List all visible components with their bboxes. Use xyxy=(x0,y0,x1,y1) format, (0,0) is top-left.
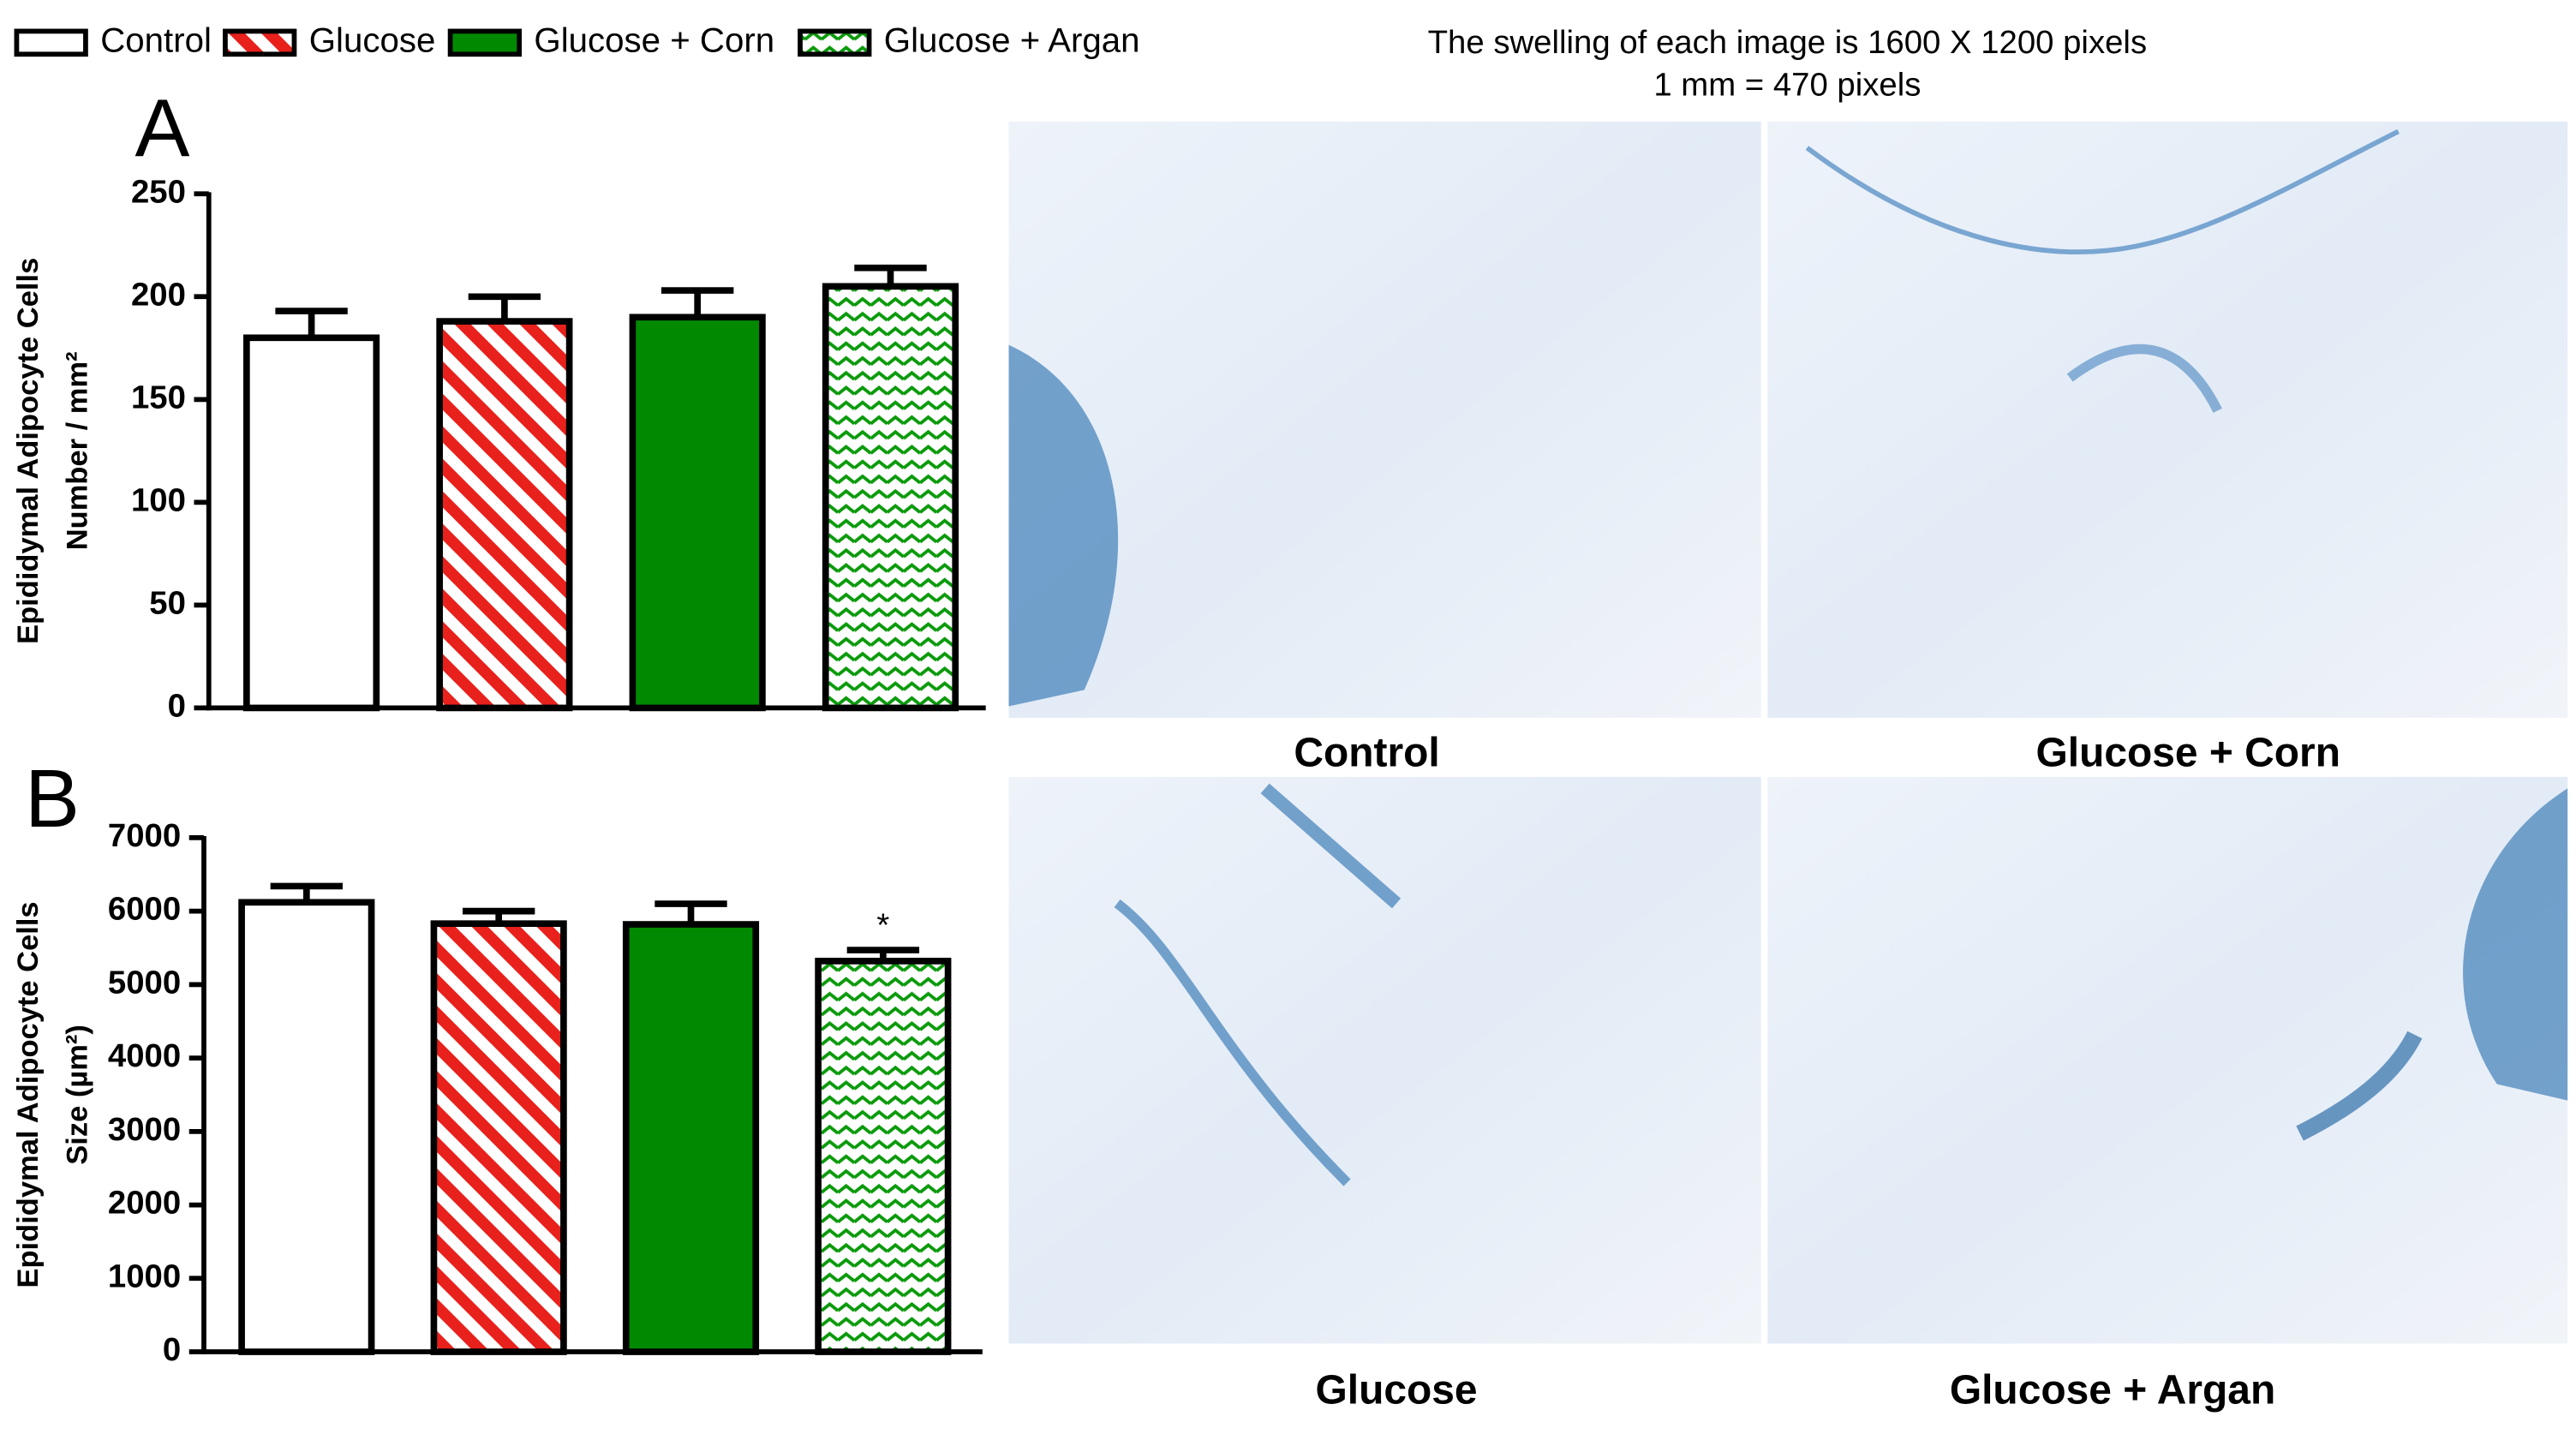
panel-label: A xyxy=(134,83,189,175)
y-tick-label: 0 xyxy=(163,1331,181,1368)
y-axis-title: Epididymal Adipocyte Cells xyxy=(12,258,45,644)
micrograph xyxy=(1767,776,2568,1344)
y-tick-label: 50 xyxy=(149,585,186,622)
legend-label: Glucose + Argan xyxy=(884,21,1140,59)
micrograph-caption: Glucose xyxy=(1316,1368,1478,1413)
micrograph xyxy=(1767,121,2568,718)
bar xyxy=(243,334,380,712)
micrograph xyxy=(1008,121,1761,718)
micrograph-caption: Control xyxy=(1294,731,1439,776)
y-tick-label: 100 xyxy=(131,481,186,518)
annotation: * xyxy=(876,906,889,943)
panel-label: B xyxy=(25,753,80,845)
legend-swatch xyxy=(798,28,872,57)
bar xyxy=(622,921,760,1355)
legend-swatch xyxy=(447,28,523,57)
note: 1 mm = 470 pixels xyxy=(1653,67,1921,104)
legend-label: Glucose xyxy=(309,21,436,59)
legend-swatch xyxy=(14,28,88,57)
note: The swelling of each image is 1600 X 120… xyxy=(1428,24,2147,61)
y-axis-title: Number / mm² xyxy=(61,351,93,550)
y-tick-label: 4000 xyxy=(108,1037,181,1074)
bar xyxy=(238,899,375,1355)
micrograph xyxy=(1008,776,1761,1344)
y-tick-label: 7000 xyxy=(108,817,181,854)
legend-label: Glucose + Corn xyxy=(534,21,774,59)
bar xyxy=(629,314,766,712)
y-tick-label: 2000 xyxy=(108,1185,181,1222)
y-tick-label: 6000 xyxy=(108,891,181,928)
micrograph-frames xyxy=(1008,121,2568,1344)
bar xyxy=(815,958,952,1355)
y-tick-label: 200 xyxy=(131,276,186,313)
legend-swatch xyxy=(223,28,297,57)
micrograph-caption: Glucose + Argan xyxy=(1950,1368,2275,1413)
bar xyxy=(430,920,567,1355)
y-tick-label: 0 xyxy=(168,688,186,725)
y-tick-label: 150 xyxy=(131,379,186,415)
micrograph-caption: Glucose + Corn xyxy=(2035,731,2340,776)
y-tick-label: 5000 xyxy=(108,964,181,1001)
y-axis-title: Epididymal Adipocyte Cells xyxy=(12,901,45,1288)
bar xyxy=(822,283,959,712)
y-tick-label: 250 xyxy=(131,173,186,210)
y-tick-label: 3000 xyxy=(108,1111,181,1148)
y-axis-title: Size (µm²) xyxy=(61,1025,93,1165)
legend-label: Control xyxy=(100,21,212,59)
bar xyxy=(436,318,573,712)
y-tick-label: 1000 xyxy=(108,1258,181,1294)
